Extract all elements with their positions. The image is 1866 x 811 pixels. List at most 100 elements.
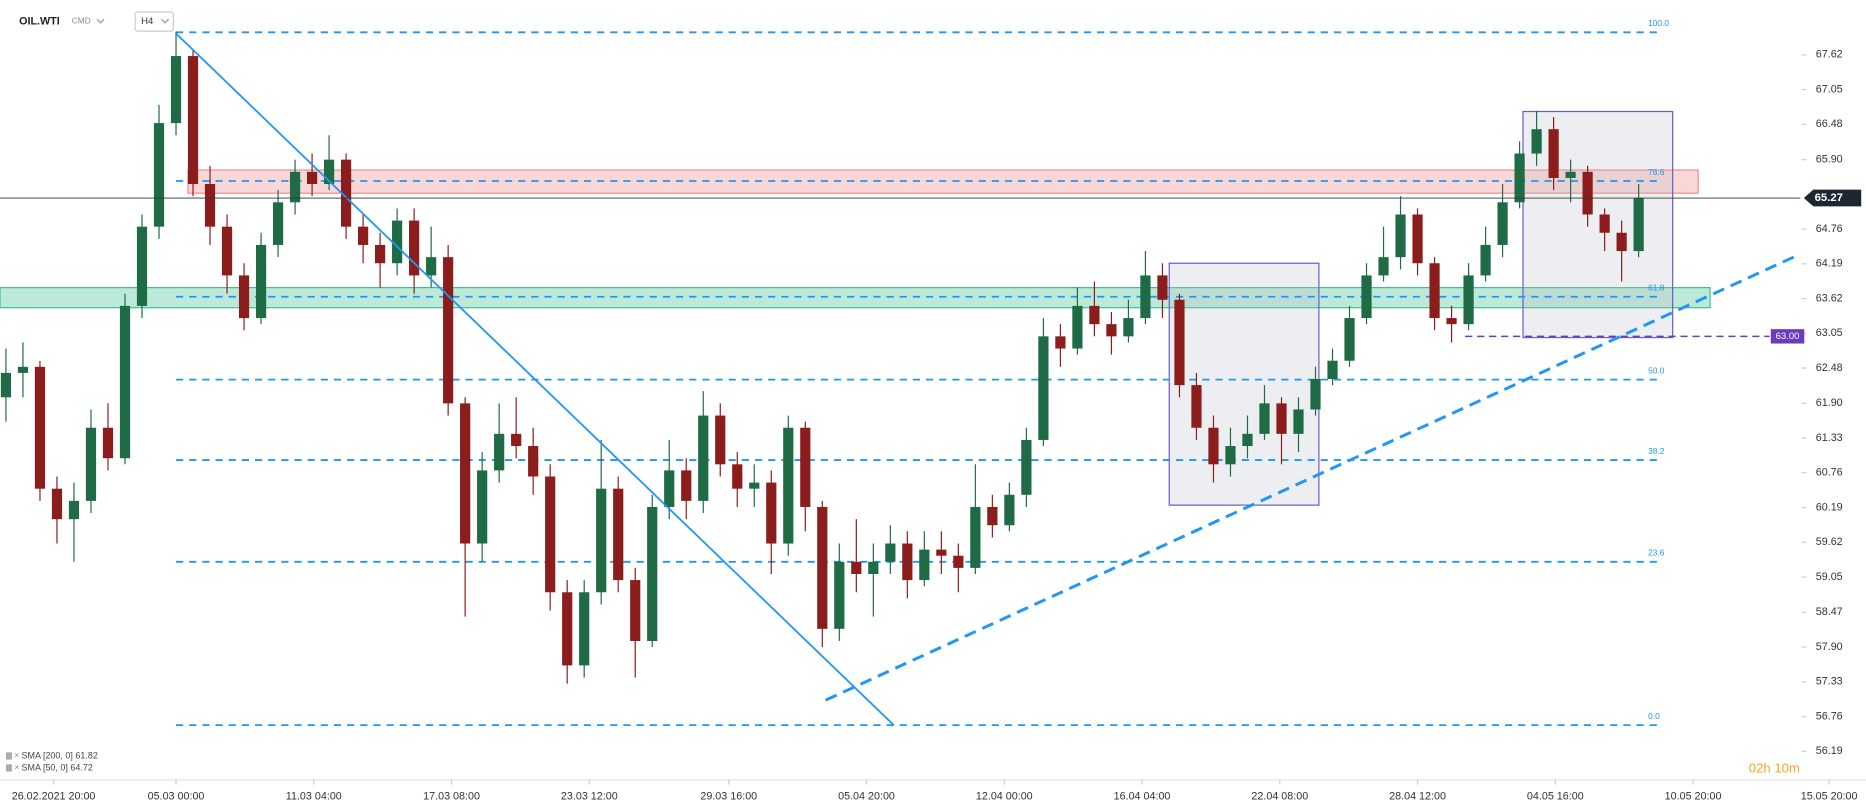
candle-body	[1004, 494, 1015, 526]
candle-body	[1038, 336, 1049, 440]
candle-body	[1446, 318, 1457, 325]
candle-body	[51, 488, 63, 520]
market: CMD	[72, 16, 91, 26]
candle-body	[1327, 360, 1338, 380]
y-tick-label: 66.48	[1816, 118, 1843, 130]
candle-body	[1616, 232, 1627, 252]
y-tick-label: 65.90	[1816, 153, 1843, 165]
candle-body	[221, 226, 233, 276]
candle-body	[0, 372, 12, 398]
x-tick-label: 11.03 04:00	[286, 790, 342, 802]
y-tick-label: 61.33	[1816, 432, 1843, 444]
indicator-icon	[5, 764, 12, 772]
candle-body	[1276, 403, 1287, 434]
candle-body	[732, 464, 743, 489]
candle-body	[1106, 324, 1117, 337]
last-price-box	[1803, 189, 1862, 207]
symbol[interactable]: OIL.WTI	[19, 15, 60, 27]
header: OIL.WTI CMD H4	[19, 11, 175, 32]
x-tick-label: 05.03 00:00	[148, 790, 205, 802]
trend-line	[175, 32, 895, 726]
candle-body	[596, 488, 607, 593]
candle-body	[630, 580, 641, 642]
candle-body	[715, 415, 726, 465]
candle-body	[647, 506, 658, 642]
candle-body	[1293, 409, 1304, 434]
candle-body	[885, 543, 896, 562]
candle-body	[800, 427, 811, 507]
x-tick-label: 29.03 16:00	[700, 790, 757, 802]
candle-body	[1514, 153, 1525, 203]
candle-body	[1157, 275, 1168, 300]
candle-body	[1582, 171, 1593, 215]
fib-label: 100.0	[1648, 18, 1669, 28]
indicator-icon-x: ×	[14, 762, 19, 772]
candle-body	[919, 549, 930, 581]
candle-body	[1395, 214, 1406, 258]
candle-body	[272, 202, 284, 245]
candle-body	[1412, 214, 1423, 264]
candle-body	[1021, 439, 1032, 495]
x-tick-label: 17.03 08:00	[423, 790, 480, 802]
candle-body	[1378, 257, 1389, 276]
candle-body	[834, 561, 845, 629]
candle-body	[1242, 433, 1253, 447]
y-tick-label: 64.19	[1816, 258, 1843, 270]
candle-body	[494, 433, 505, 471]
dropdown-arrow[interactable]	[96, 18, 105, 24]
candle-body	[1310, 379, 1321, 410]
candle-body	[443, 257, 454, 404]
candle-body	[409, 220, 420, 276]
candle-body	[511, 433, 522, 447]
x-tick-label: 05.04 20:00	[838, 790, 895, 802]
candle-body	[392, 220, 403, 264]
candle-body	[1480, 244, 1491, 276]
candle-body	[119, 305, 131, 459]
candle-body	[358, 226, 369, 245]
candle-body	[17, 366, 29, 373]
candle-body	[1599, 214, 1610, 233]
indicator-label: SMA [50, 0] 64.72	[22, 762, 93, 772]
candle-body	[1633, 198, 1644, 252]
last-price-label: 65.27	[1815, 192, 1843, 204]
fib-label: 78.6	[1648, 167, 1665, 177]
fib-label: 0.0	[1648, 711, 1660, 721]
candle-body	[1072, 305, 1083, 349]
candle-body	[749, 482, 760, 489]
x-tick-label: 04.05 16:00	[1527, 790, 1584, 802]
candle-body	[1429, 263, 1440, 319]
candle-body	[1548, 129, 1559, 178]
candle-body	[1463, 275, 1474, 325]
candle-body	[1344, 318, 1355, 361]
x-tick-label: 26.02.2021 20:00	[12, 790, 96, 802]
candle-body	[1565, 171, 1576, 178]
x-tick-label: 23.03 12:00	[561, 790, 618, 802]
y-tick-label: 56.76	[1816, 710, 1843, 722]
countdown: 02h 10m	[1749, 761, 1800, 776]
fib-label: 38.2	[1648, 446, 1665, 456]
timeframe[interactable]: H4	[141, 16, 154, 27]
price-zone	[0, 287, 1711, 309]
dropdown-arrow[interactable]	[161, 18, 170, 24]
candle-body	[528, 446, 539, 477]
candle-body	[1123, 318, 1134, 337]
x-tick-label: 16.04 04:00	[1114, 790, 1171, 802]
support-label-box	[1770, 329, 1805, 344]
candle-body	[783, 427, 794, 544]
candle-body	[255, 244, 267, 319]
x-tick-label: 22.04 08:00	[1251, 790, 1308, 802]
candle-body	[1361, 275, 1372, 319]
indicator-icon	[5, 752, 12, 760]
y-tick-label: 67.62	[1816, 49, 1843, 61]
candle-body	[187, 56, 199, 185]
candle-body	[579, 592, 590, 666]
candle-body	[460, 403, 471, 544]
candle-body	[289, 171, 301, 203]
candle-body	[306, 171, 318, 185]
candle-body	[238, 275, 250, 319]
candle-body	[987, 506, 998, 526]
candle-body	[323, 159, 335, 185]
timeframe-box[interactable]	[134, 11, 175, 32]
candle-body	[953, 555, 964, 568]
